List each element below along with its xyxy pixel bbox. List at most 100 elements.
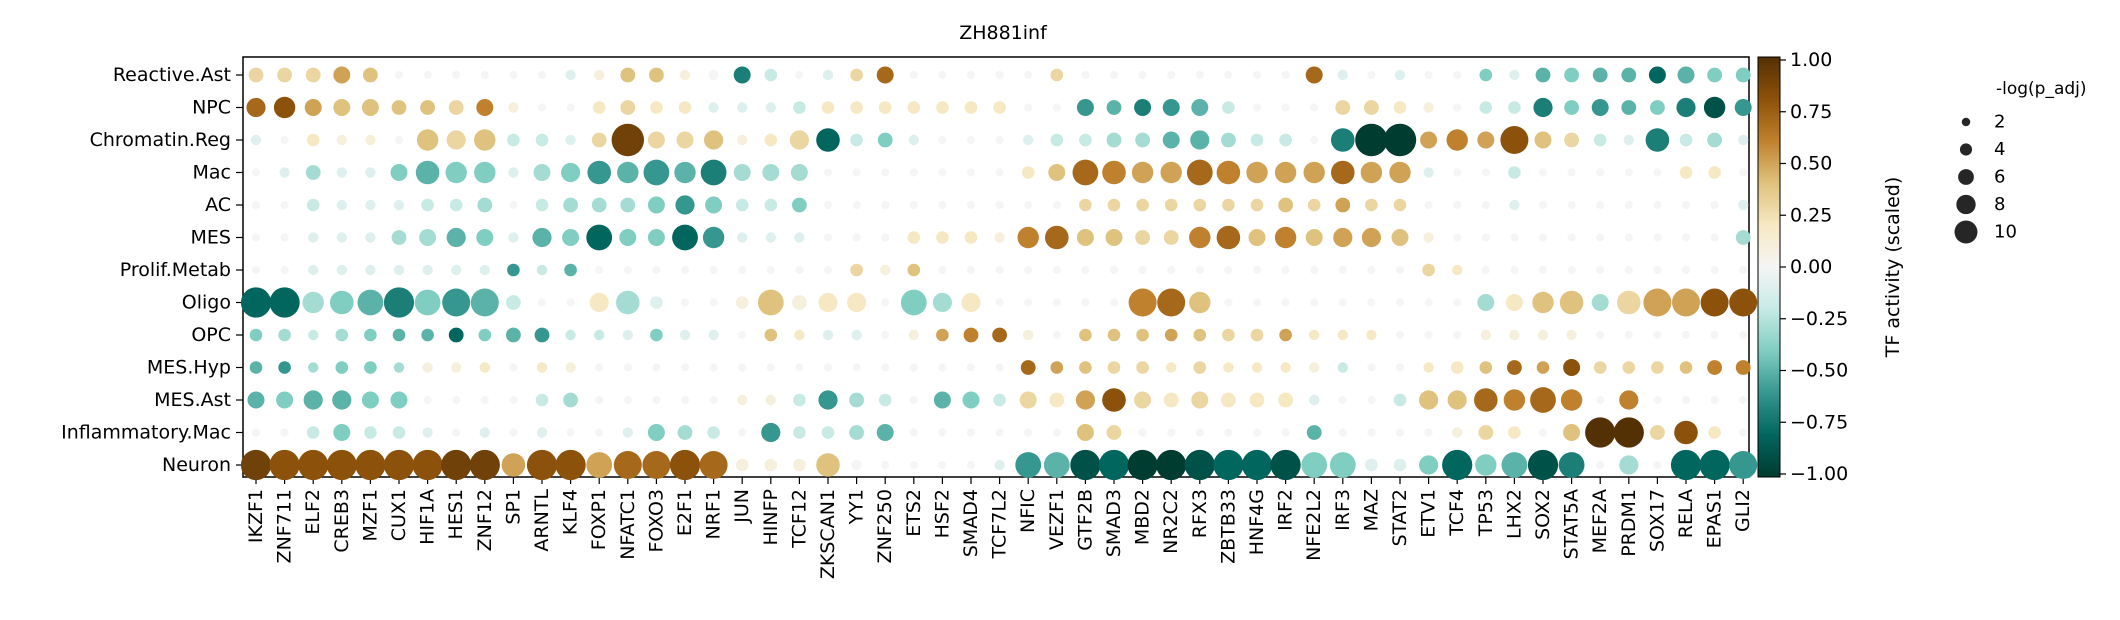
dot-Neuron-HNF4G <box>1241 449 1273 481</box>
dot-Chromatin.Reg-ETS2 <box>908 134 919 146</box>
dot-NPC-PRDM1 <box>1621 100 1637 115</box>
dot-AC-VEZF1 <box>1052 200 1061 210</box>
column-label: ELF2 <box>302 489 324 535</box>
dot-Oligo-TCF7L2 <box>995 298 1004 307</box>
dot-OPC-IRF3 <box>1337 329 1349 341</box>
column-label: NRF1 <box>703 489 725 539</box>
dot-MES-NRF1 <box>702 226 725 249</box>
dot-NPC-YY1 <box>850 101 863 114</box>
dot-Mac-YY1 <box>852 168 861 177</box>
dot-Neuron-NRF1 <box>699 451 728 479</box>
column-label: ZNF12 <box>474 489 496 551</box>
dot-MES.Ast-IRF3 <box>1338 395 1347 405</box>
column-label: TCF12 <box>788 489 810 549</box>
dot-Neuron-JUN <box>735 458 749 472</box>
column-label: ZBTB33 <box>1217 489 1239 564</box>
dot-MES.Ast-SMAD3 <box>1102 388 1126 412</box>
dot-Inflammatory.Mac-NFIC <box>1024 428 1033 437</box>
dot-AC-NFIC <box>1024 200 1033 210</box>
dot-MES.Hyp-MBD2 <box>1136 361 1149 374</box>
row-labels: Reactive.Ast NPC Chromatin.Reg Mac AC MES Prol… <box>61 64 243 476</box>
dot-Prolif.Metab-LHX2 <box>1510 265 1519 275</box>
dot-OPC-FOXO3 <box>650 328 663 342</box>
dot-MES-CUX1 <box>391 230 407 245</box>
dot-MES.Ast-IRF2 <box>1278 392 1293 408</box>
dot-Oligo-NRF1 <box>709 298 718 307</box>
dot-Prolif.Metab-PRDM1 <box>1624 265 1633 275</box>
column-label: IRF2 <box>1275 489 1297 531</box>
dot-MES.Ast-HSF2 <box>933 391 951 409</box>
dot-MES.Ast-ZNF711 <box>276 391 294 409</box>
column-label: ZNF711 <box>274 489 296 563</box>
dot-Reactive.Ast-RELA <box>1677 66 1695 84</box>
dot-Oligo-HES1 <box>442 288 471 317</box>
dot-Chromatin.Reg-MAZ <box>1355 123 1388 157</box>
dot-MES.Hyp-ZKSCAN1 <box>823 363 833 372</box>
dot-MES-SP1 <box>508 232 519 243</box>
dot-Chromatin.Reg-SP1 <box>507 133 520 147</box>
dot-Prolif.Metab-SMAD3 <box>1109 265 1119 275</box>
dot-Neuron-ELF2 <box>298 449 329 481</box>
dot-Oligo-LHX2 <box>1505 294 1523 311</box>
dot-Reactive.Ast-JUN <box>733 66 751 84</box>
dot-MES.Hyp-ZNF711 <box>278 361 291 374</box>
dot-OPC-CREB3 <box>335 328 349 342</box>
dot-AC-SMAD4 <box>966 200 976 210</box>
dot-Inflammatory.Mac-NFATC1 <box>622 427 633 438</box>
dot-OPC-VEZF1 <box>1052 330 1061 340</box>
dot-Prolif.Metab-CREB3 <box>336 264 347 276</box>
dot-Oligo-JUN <box>735 296 749 309</box>
dot-MES-SOX17 <box>1653 233 1662 242</box>
dot-Chromatin.Reg-RFX3 <box>1190 130 1210 150</box>
dot-Oligo-ZBTB33 <box>1224 298 1233 307</box>
column-label: STAT2 <box>1389 489 1411 546</box>
dot-AC-ETV1 <box>1424 200 1433 210</box>
dot-Chromatin.Reg-RELA <box>1679 133 1693 147</box>
dot-NPC-MZF1 <box>361 99 379 116</box>
dot-NPC-E2F1 <box>678 101 692 114</box>
dot-Prolif.Metab-SOX2 <box>1538 265 1548 275</box>
dot-MES-ETS2 <box>907 231 921 244</box>
dot-AC-ZBTB33 <box>1222 198 1235 212</box>
dot-Reactive.Ast-FOXO3 <box>649 67 664 83</box>
dot-Chromatin.Reg-IRF2 <box>1279 133 1292 147</box>
dot-Inflammatory.Mac-ZKSCAN1 <box>821 426 835 439</box>
dot-Inflammatory.Mac-FOXP1 <box>595 428 604 437</box>
dot-Prolif.Metab-ZNF250 <box>880 264 891 276</box>
dot-Reactive.Ast-FOXP1 <box>594 69 605 81</box>
dot-OPC-MEF2A <box>1596 330 1605 340</box>
dot-MES-FOXP1 <box>586 224 613 251</box>
dot-Neuron-TCF7L2 <box>994 459 1005 471</box>
dot-AC-KLF4 <box>563 197 578 213</box>
colorbar-tick-label: 0.00 <box>1790 256 1832 278</box>
dot-MES-MZF1 <box>365 232 376 243</box>
column-label: IKZF1 <box>245 489 267 543</box>
dot-Chromatin.Reg-SMAD4 <box>966 135 976 145</box>
dot-OPC-NFE2L2 <box>1309 329 1320 341</box>
dot-Inflammatory.Mac-FOXO3 <box>647 424 665 441</box>
dot-Oligo-MZF1 <box>357 289 384 316</box>
dot-Prolif.Metab-VEZF1 <box>1052 265 1061 275</box>
dot-Mac-FOXO3 <box>643 159 670 186</box>
dot-Inflammatory.Mac-GLI2 <box>1739 428 1748 437</box>
dot-Reactive.Ast-NFIC <box>1024 70 1033 80</box>
dot-MES.Hyp-ARNTL <box>536 362 548 373</box>
dot-MES.Hyp-SMAD3 <box>1107 361 1121 374</box>
dot-MES-FOXO3 <box>647 229 665 246</box>
dot-Reactive.Ast-ZBTB33 <box>1224 70 1233 80</box>
dot-MES.Hyp-MEF2A <box>1593 361 1607 374</box>
dot-Oligo-TCF12 <box>792 295 807 310</box>
dot-OPC-ZNF711 <box>278 328 291 342</box>
dot-Neuron-GTF2B <box>1070 449 1101 481</box>
dot-MES.Ast-ETV1 <box>1419 390 1439 410</box>
dot-NPC-ZNF711 <box>273 96 296 119</box>
dot-Prolif.Metab-EPAS1 <box>1710 265 1719 275</box>
dot-Oligo-STAT2 <box>1395 298 1405 307</box>
dot-OPC-FOXP1 <box>594 329 605 341</box>
dot-MES-GLI2 <box>1735 230 1751 245</box>
dot-Mac-MBD2 <box>1131 161 1154 184</box>
dot-AC-IRF2 <box>1278 197 1293 213</box>
column-label: NFIC <box>1017 489 1039 533</box>
dot-Oligo-KLF4 <box>566 298 575 307</box>
dot-MES.Ast-HINFP <box>765 394 776 406</box>
